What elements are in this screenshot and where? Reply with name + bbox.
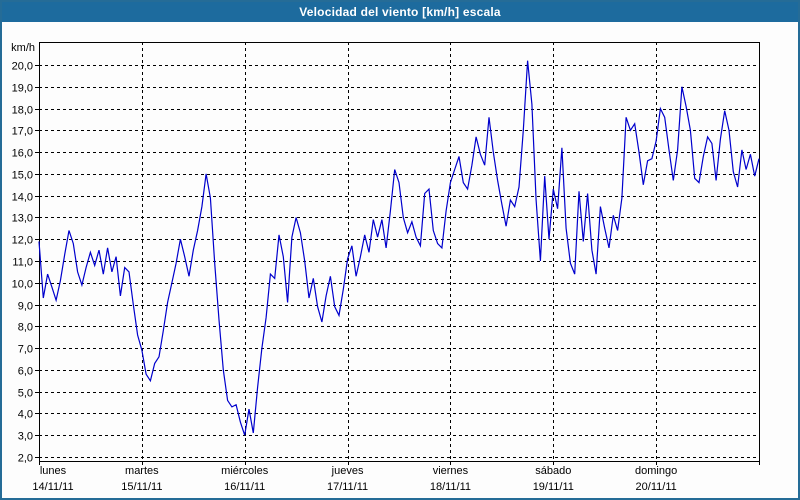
- day-date-label: 19/11/11: [533, 481, 574, 493]
- day-name-label: jueves: [331, 465, 364, 477]
- y-tick-label: 19,0: [12, 83, 33, 95]
- y-tick-label: 17,0: [12, 126, 33, 138]
- day-name-label: lunes: [40, 465, 67, 477]
- y-tick-label: 13,0: [12, 213, 33, 225]
- y-axis-unit-label: km/h: [11, 42, 35, 54]
- day-date-label: 15/11/11: [121, 481, 162, 493]
- y-tick-label: 8,0: [18, 322, 33, 334]
- y-tick-label: 11,0: [12, 257, 33, 269]
- y-tick-label: 3,0: [18, 431, 33, 443]
- y-tick-label: 9,0: [18, 301, 33, 313]
- day-date-label: 14/11/11: [32, 481, 73, 493]
- y-tick-label: 15,0: [12, 170, 33, 182]
- day-date-label: 17/11/11: [327, 481, 368, 493]
- chart-title: Velocidad del viento [km/h] escala: [299, 5, 501, 19]
- y-tick-label: 4,0: [18, 409, 33, 421]
- day-date-label: 18/11/11: [430, 481, 471, 493]
- y-tick-label: 6,0: [18, 366, 33, 378]
- title-bar: Velocidad del viento [km/h] escala: [2, 2, 798, 22]
- y-tick-label: 20,0: [12, 61, 33, 73]
- day-date-label: 20/11/11: [636, 481, 677, 493]
- day-name-label: sábado: [535, 465, 571, 477]
- y-tick-label: 2,0: [18, 453, 33, 465]
- plot-frame: [39, 42, 760, 462]
- day-name-label: miércoles: [221, 465, 269, 477]
- day-date-label: 16/11/11: [224, 481, 265, 493]
- y-tick-label: 18,0: [12, 105, 33, 117]
- y-tick-label: 16,0: [12, 148, 33, 160]
- day-name-label: domingo: [635, 465, 677, 477]
- day-name-label: martes: [125, 465, 159, 477]
- day-name-label: viernes: [433, 465, 469, 477]
- y-tick-label: 14,0: [12, 192, 33, 204]
- y-tick-label: 10,0: [12, 279, 33, 291]
- y-tick-label: 12,0: [12, 235, 33, 247]
- wind-speed-line: [38, 60, 760, 436]
- y-tick-label: 5,0: [18, 388, 33, 400]
- y-tick-label: 7,0: [18, 344, 33, 356]
